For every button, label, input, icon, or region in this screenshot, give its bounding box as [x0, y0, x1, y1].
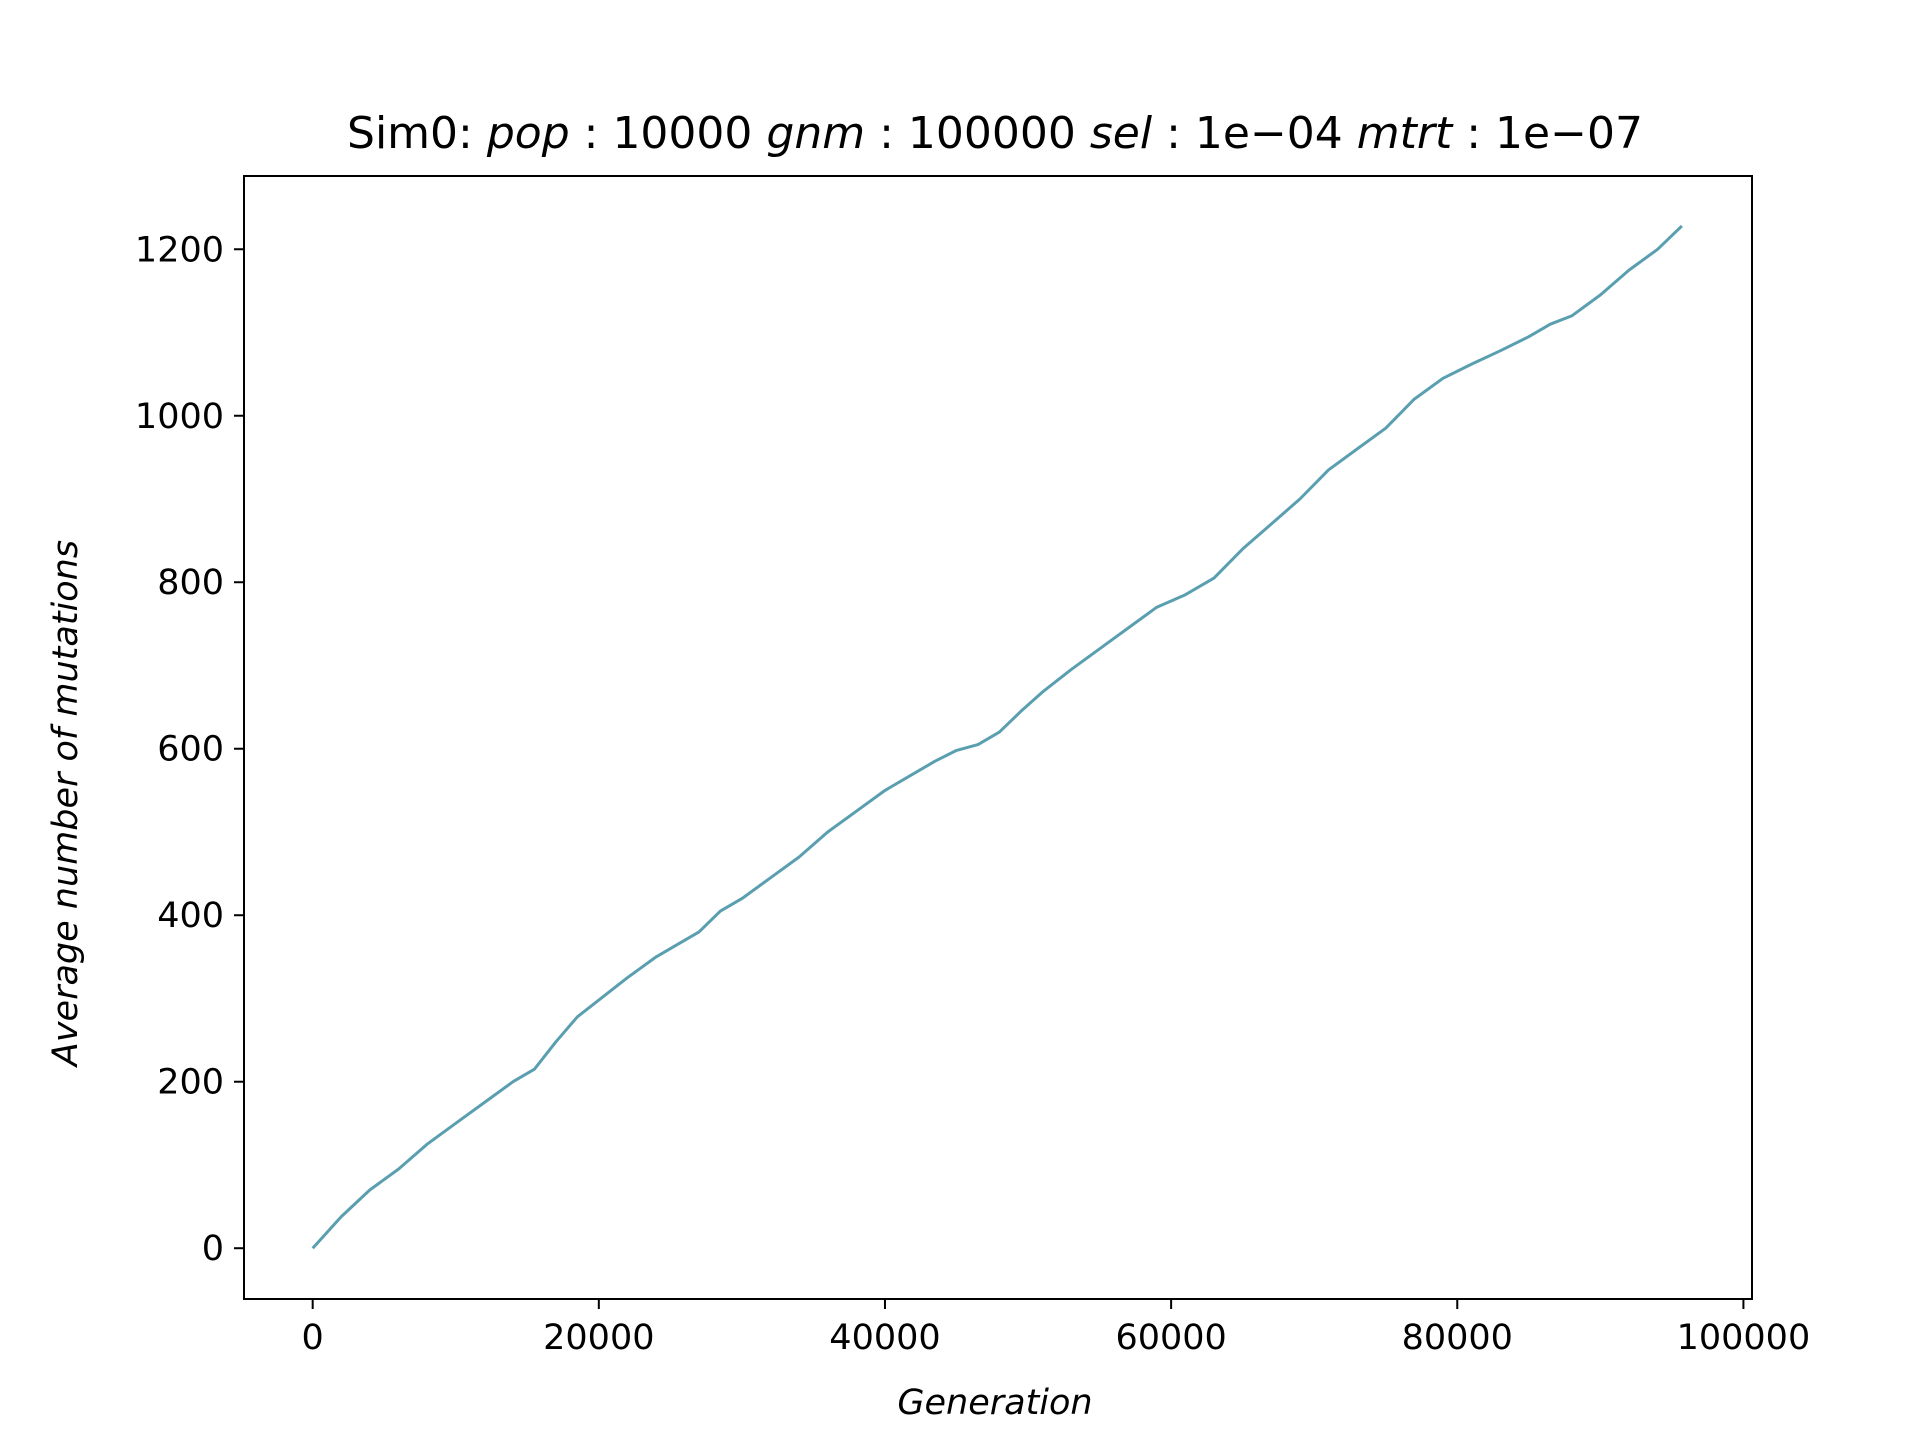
x-tick-label: 80000 — [1402, 1318, 1513, 1358]
title-param-value: : 100000 — [865, 108, 1076, 159]
y-axis: 0 200 400 600 800 1000 1200 — [135, 230, 244, 1269]
y-tick-label: 0 — [202, 1229, 224, 1269]
x-axis-label: Generation — [897, 1383, 1092, 1423]
y-tick-label: 800 — [157, 563, 224, 603]
series-line — [311, 224, 1683, 1250]
x-tick-label: 20000 — [543, 1318, 654, 1358]
y-tick-label: 1000 — [135, 397, 224, 437]
plot-area-frame — [243, 175, 1753, 1300]
series-layer — [311, 224, 1683, 1250]
title-param-name: gnm — [752, 108, 865, 159]
x-tick-label: 60000 — [1115, 1318, 1226, 1358]
title-param-value: : 10000 — [570, 108, 753, 159]
x-tick-label: 100000 — [1677, 1318, 1811, 1358]
title-param-name: sel — [1076, 108, 1153, 159]
y-tick-label: 600 — [157, 730, 224, 770]
y-tick-label: 400 — [157, 896, 224, 936]
x-tick-label: 0 — [302, 1318, 324, 1358]
x-tick-label: 40000 — [829, 1318, 940, 1358]
title-param-value: : 1e−07 — [1452, 108, 1643, 159]
x-axis: 0 20000 40000 60000 80000 100000 — [302, 1299, 1811, 1358]
title-param-name: pop — [486, 108, 570, 159]
chart-title: Sim0: pop : 10000 gnm : 100000 sel : 1e−… — [347, 108, 1643, 159]
title-param-value: : 1e−04 — [1152, 108, 1343, 159]
title-param-name: mtrt — [1343, 108, 1454, 159]
y-tick-label: 200 — [157, 1063, 224, 1103]
y-tick-label: 1200 — [135, 230, 224, 270]
y-axis-label: Average number of mutations — [46, 540, 86, 1068]
title-prefix: Sim0: — [347, 108, 487, 159]
